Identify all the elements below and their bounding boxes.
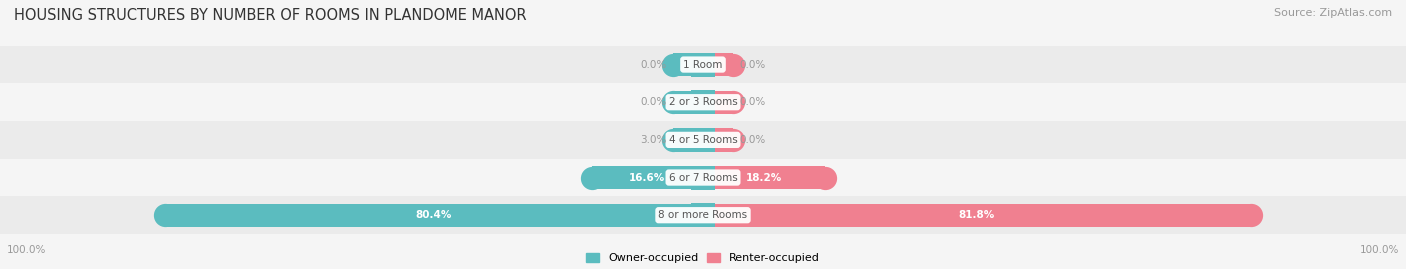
Text: 1 Room: 1 Room — [683, 59, 723, 70]
Bar — [703, 91, 733, 114]
Bar — [703, 204, 1251, 227]
Text: 0.0%: 0.0% — [640, 97, 666, 107]
Text: 100.0%: 100.0% — [1360, 245, 1399, 255]
Bar — [673, 53, 703, 76]
Text: 8 or more Rooms: 8 or more Rooms — [658, 210, 748, 220]
Bar — [703, 53, 733, 76]
Bar — [0, 46, 1406, 83]
Text: HOUSING STRUCTURES BY NUMBER OF ROOMS IN PLANDOME MANOR: HOUSING STRUCTURES BY NUMBER OF ROOMS IN… — [14, 8, 527, 23]
Bar — [0, 159, 1406, 196]
Text: Source: ZipAtlas.com: Source: ZipAtlas.com — [1274, 8, 1392, 18]
Text: 0.0%: 0.0% — [640, 59, 666, 70]
Bar — [0, 83, 1406, 121]
Text: 81.8%: 81.8% — [959, 210, 995, 220]
Bar — [0, 196, 1406, 234]
Text: 0.0%: 0.0% — [740, 59, 766, 70]
Bar — [0, 121, 1406, 159]
Text: 2 or 3 Rooms: 2 or 3 Rooms — [669, 97, 737, 107]
Bar — [703, 166, 825, 189]
Bar — [592, 166, 703, 189]
Text: 18.2%: 18.2% — [745, 172, 782, 183]
Bar — [673, 91, 703, 114]
Text: 80.4%: 80.4% — [416, 210, 453, 220]
Bar — [673, 128, 703, 151]
Text: 3.0%: 3.0% — [640, 135, 666, 145]
Text: 0.0%: 0.0% — [740, 135, 766, 145]
Text: 16.6%: 16.6% — [630, 172, 665, 183]
Bar — [703, 128, 733, 151]
Legend: Owner-occupied, Renter-occupied: Owner-occupied, Renter-occupied — [586, 253, 820, 263]
Text: 6 or 7 Rooms: 6 or 7 Rooms — [669, 172, 737, 183]
Text: 100.0%: 100.0% — [7, 245, 46, 255]
Text: 4 or 5 Rooms: 4 or 5 Rooms — [669, 135, 737, 145]
Bar — [165, 204, 703, 227]
Text: 0.0%: 0.0% — [740, 97, 766, 107]
